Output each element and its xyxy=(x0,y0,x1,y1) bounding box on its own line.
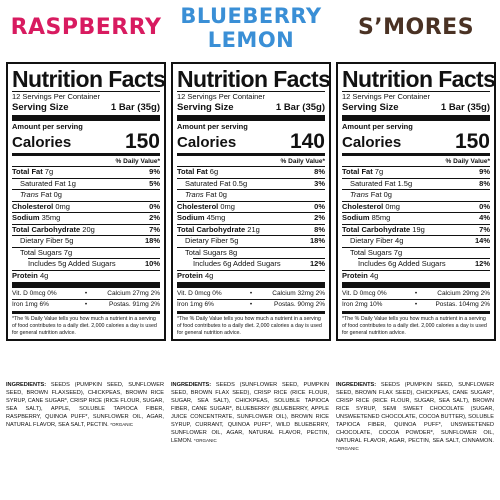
divider xyxy=(342,91,490,92)
total-sugars-row: Total Sugars 7g xyxy=(350,247,403,257)
sodium-row: Sodium 85mg 4% xyxy=(342,213,490,222)
vitamin-row-2: Iron 1mg 6% • Postas. 91mg 2% xyxy=(12,301,160,308)
vitamin-row-2: Iron 1mg 6% • Postas. 90mg 2% xyxy=(177,301,325,308)
total-fat-row: Total Fat 6g 8% xyxy=(177,167,325,176)
vitamin-row-1: Vit. D 0mcg 0% • Calcium 32mg 2% xyxy=(177,290,325,297)
daily-value-header: % Daily Value* xyxy=(445,158,490,165)
saturated-fat-row: Saturated Fat 1g 5% xyxy=(20,178,160,188)
flavor-name: S’MORES xyxy=(336,0,496,56)
divider-thick xyxy=(177,282,325,288)
protein-row: Protein 4g xyxy=(342,270,379,280)
flavor-name-line: BLUEBERRY xyxy=(180,4,322,28)
serving-size: Serving Size 1 Bar (35g) xyxy=(177,102,325,113)
amount-per-serving: Amount per serving xyxy=(12,122,83,131)
dietary-fiber-row: Dietary Fiber 4g 14% xyxy=(350,236,490,245)
divider xyxy=(177,91,325,92)
divider-medium xyxy=(177,311,325,314)
nutrition-facts-panel: Nutrition Facts 12 Servings Per Containe… xyxy=(336,62,496,341)
divider xyxy=(12,91,160,92)
servings-per-container: 12 Servings Per Container xyxy=(12,92,100,101)
servings-per-container: 12 Servings Per Container xyxy=(177,92,265,101)
product-column-blueberry-lemon: BLUEBERRY LEMON Nutrition Facts 12 Servin… xyxy=(171,0,331,444)
divider-thick xyxy=(342,282,490,288)
protein-row: Protein 4g xyxy=(177,270,214,280)
serving-size: Serving Size 1 Bar (35g) xyxy=(342,102,490,113)
product-column-raspberry: RASPBERRY Nutrition Facts 12 Servings Pe… xyxy=(6,0,166,428)
vitamin-row-2: Iron 2mg 10% • Postas. 104mg 2% xyxy=(342,301,490,308)
total-sugars-row: Total Sugars 8g xyxy=(185,247,238,257)
cholesterol-row: Cholesterol 0mg 0% xyxy=(342,201,490,211)
calories-value: 150 xyxy=(454,130,490,153)
vitamin-row-1: Vit. D 0mcg 0% • Calcium 27mg 2% xyxy=(12,290,160,297)
cholesterol-row: Cholesterol 0mg 0% xyxy=(177,201,325,211)
calories-row: Calories 150 xyxy=(342,130,490,153)
calories-row: Calories 140 xyxy=(177,130,325,153)
divider-medium xyxy=(177,153,325,156)
calories-value: 150 xyxy=(124,130,160,153)
saturated-fat-row: Saturated Fat 1.5g 8% xyxy=(350,178,490,188)
flavor-name-line: RASPBERRY xyxy=(10,15,162,40)
saturated-fat-row: Saturated Fat 0.5g 3% xyxy=(185,178,325,188)
trans-fat-row: Trans Fat 0g xyxy=(185,190,227,199)
divider-medium xyxy=(342,153,490,156)
nutrition-facts-title: Nutrition Facts xyxy=(12,66,166,92)
divider-thick xyxy=(177,115,325,121)
divider-thick xyxy=(12,115,160,121)
flavor-name-text: BLUEBERRY LEMON xyxy=(180,4,321,52)
flavor-name: BLUEBERRY LEMON xyxy=(171,0,331,56)
nutrition-facts-title: Nutrition Facts xyxy=(342,66,496,92)
vitamin-row-1: Vit. D 0mcg 0% • Calcium 29mg 2% xyxy=(342,290,490,297)
daily-value-header: % Daily Value* xyxy=(115,158,160,165)
ingredients-text: INGREDIENTS: SEEDS (SUNFLOWER SEED, PUMP… xyxy=(171,382,329,444)
divider-medium xyxy=(12,311,160,314)
calories-row: Calories 150 xyxy=(12,130,160,153)
divider-thick xyxy=(342,115,490,121)
nutrition-facts-panel: Nutrition Facts 12 Servings Per Containe… xyxy=(6,62,166,341)
added-sugars-row: Includes 6g Added Sugars 12% xyxy=(358,259,490,268)
daily-value-header: % Daily Value* xyxy=(280,158,325,165)
sodium-row: Sodium 35mg 2% xyxy=(12,213,160,222)
ingredients-text: INGREDIENTS: SEEDS (PUMPKIN SEED, SUNFLO… xyxy=(6,382,164,428)
dietary-fiber-row: Dietary Fiber 5g 18% xyxy=(185,236,325,245)
flavor-name-text: RASPBERRY xyxy=(11,16,162,40)
flavor-name-line: LEMON xyxy=(207,28,295,52)
total-carbohydrate-row: Total Carbohydrate 19g 7% xyxy=(342,224,490,234)
total-sugars-row: Total Sugars 7g xyxy=(20,247,73,257)
dietary-fiber-row: Dietary Fiber 5g 18% xyxy=(20,236,160,245)
divider-medium xyxy=(12,153,160,156)
divider-medium xyxy=(342,311,490,314)
cholesterol-row: Cholesterol 0mg 0% xyxy=(12,201,160,211)
trans-fat-row: Trans Fat 0g xyxy=(20,190,62,199)
added-sugars-row: Includes 6g Added Sugars 12% xyxy=(193,259,325,268)
total-carbohydrate-row: Total Carbohydrate 21g 8% xyxy=(177,224,325,234)
protein-row: Protein 4g xyxy=(12,270,49,280)
ingredients-text: INGREDIENTS: SEEDS (PUMPKIN SEED, SUNFLO… xyxy=(336,382,494,451)
total-carbohydrate-row: Total Carbohydrate 20g 7% xyxy=(12,224,160,234)
flavor-name: RASPBERRY xyxy=(6,0,166,56)
servings-per-container: 12 Servings Per Container xyxy=(342,92,430,101)
divider-thick xyxy=(12,282,160,288)
total-fat-row: Total Fat 7g 9% xyxy=(342,167,490,176)
daily-value-footnote: *The % Daily Value tells you how much a … xyxy=(342,316,487,336)
sodium-row: Sodium 45mg 2% xyxy=(177,213,325,222)
calories-value: 140 xyxy=(289,130,325,153)
daily-value-footnote: *The % Daily Value tells you how much a … xyxy=(12,316,157,336)
serving-size: Serving Size 1 Bar (35g) xyxy=(12,102,160,113)
trans-fat-row: Trans Fat 0g xyxy=(350,190,392,199)
nutrition-facts-panel: Nutrition Facts 12 Servings Per Containe… xyxy=(171,62,331,341)
total-fat-row: Total Fat 7g 9% xyxy=(12,167,160,176)
flavor-name-line: S’MORES xyxy=(357,15,475,40)
daily-value-footnote: *The % Daily Value tells you how much a … xyxy=(177,316,322,336)
product-column-smores: S’MORES Nutrition Facts 12 Servings Per … xyxy=(336,0,496,451)
nutrition-facts-title: Nutrition Facts xyxy=(177,66,331,92)
added-sugars-row: Includes 5g Added Sugars 10% xyxy=(28,259,160,268)
flavor-name-text: S’MORES xyxy=(358,16,474,40)
amount-per-serving: Amount per serving xyxy=(342,122,413,131)
amount-per-serving: Amount per serving xyxy=(177,122,248,131)
